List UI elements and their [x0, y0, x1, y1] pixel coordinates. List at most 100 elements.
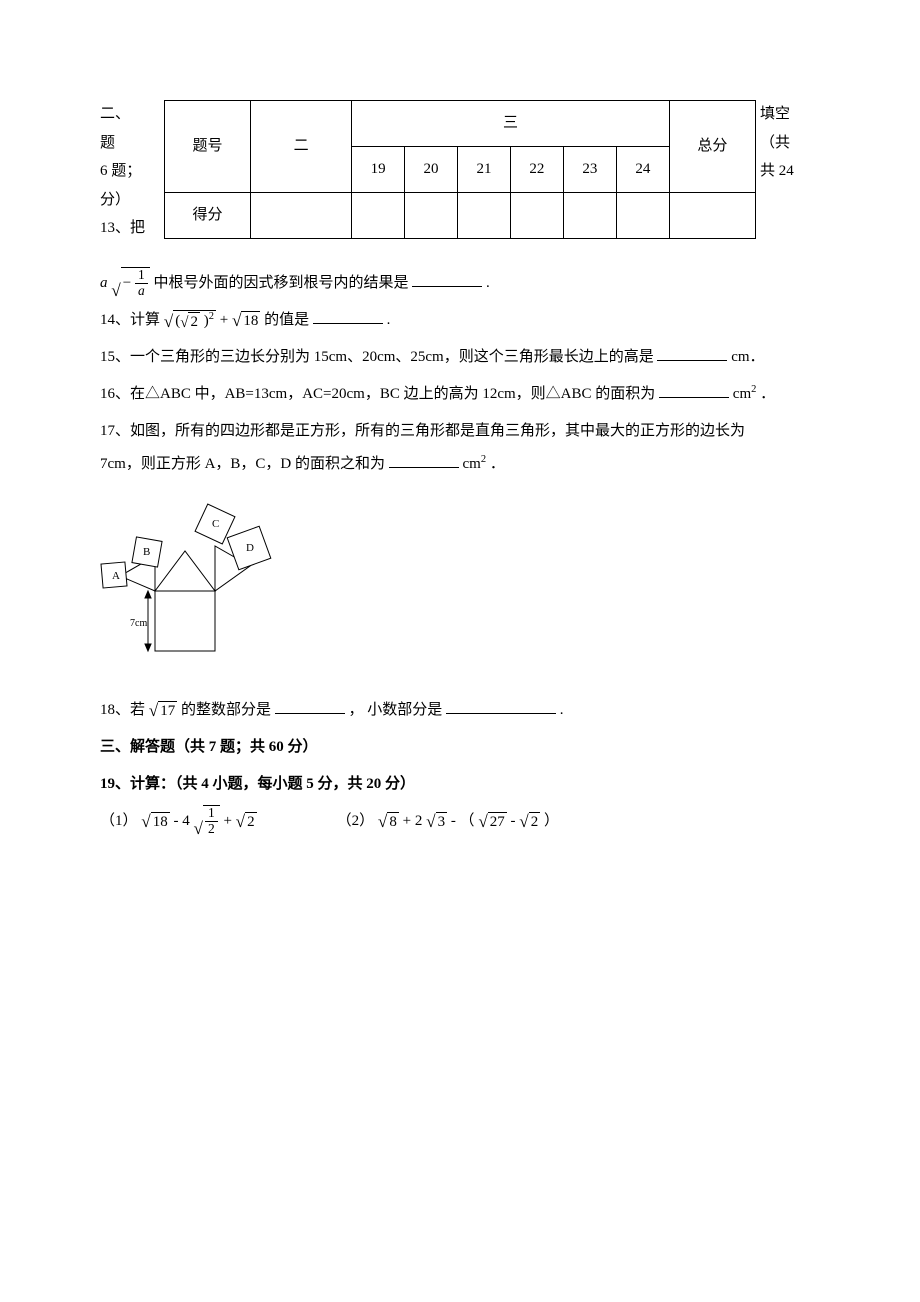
- cell-blank: [251, 193, 352, 239]
- q19-p1-m4: - 4: [173, 813, 189, 829]
- q15-text: 15、一个三角形的三边长分别为 15cm、20cm、25cm，则这个三角形最长边…: [100, 349, 654, 365]
- q18-lead: 18、若: [100, 702, 149, 718]
- sqrt-icon: √27: [478, 812, 506, 831]
- pythagoras-squares-icon: A B C D 7cm: [100, 491, 275, 661]
- q16-tail: ．: [760, 386, 775, 402]
- label-l2: 题: [100, 129, 160, 158]
- q19-subparts: （1） √18 - 4 √ 1 2 + √2 （2） √8 + 2 √3 - （…: [100, 805, 820, 838]
- th-20: 20: [405, 147, 458, 193]
- th-tihao: 题号: [165, 101, 251, 193]
- q13-var: a: [100, 275, 108, 291]
- q13-tail: 中根号外面的因式移到根号内的结果是: [153, 275, 408, 291]
- q17-sup: 2: [481, 454, 486, 465]
- label-7cm: 7cm: [130, 618, 147, 629]
- q18-period: .: [560, 702, 564, 718]
- q14-mid: 的值是: [264, 312, 313, 328]
- label-r2: （共: [760, 129, 820, 158]
- sqrt-icon: √17: [149, 701, 177, 720]
- fill-blank: [446, 698, 556, 714]
- q19-p1-label: （1）: [100, 813, 138, 829]
- q17-line2a: 7cm，则正方形 A，B，C，D 的面积之和为: [100, 456, 385, 472]
- section2-right-labels: 填空 （共 共 24: [760, 100, 820, 186]
- q15-unit: cm．: [731, 349, 764, 365]
- q13-den: a: [135, 284, 148, 299]
- label-D: D: [246, 542, 254, 554]
- q14-plus: +: [220, 312, 232, 328]
- score-table: 题号 二 三 总分 19 20 21 22 23 24 得分: [164, 100, 756, 239]
- table-row: 得分: [165, 193, 756, 239]
- question-18: 18、若 √17 的整数部分是 ， 小数部分是 .: [100, 694, 820, 727]
- question-19-title: 19、计算：（共 4 小题，每小题 5 分，共 20 分）: [100, 768, 820, 801]
- q13-frac: 1 a: [135, 268, 148, 299]
- sqrt-icon: √3: [426, 812, 447, 831]
- q19-part1: （1） √18 - 4 √ 1 2 + √2: [100, 805, 257, 838]
- fill-blank: [657, 345, 727, 361]
- cell-blank: [352, 193, 405, 239]
- fill-blank: [659, 382, 729, 398]
- sqrt-icon: √2: [519, 812, 540, 831]
- q17-tail: ．: [490, 456, 505, 472]
- q19-p1-s2: 2: [245, 812, 257, 831]
- th-19: 19: [352, 147, 405, 193]
- label-l5: 13、把: [100, 214, 160, 243]
- q18-sqrt17: 17: [158, 701, 177, 720]
- q13-neg: −: [123, 275, 131, 291]
- q19-p2-close: ）: [544, 813, 559, 829]
- table-row: 题号 二 三 总分: [165, 101, 756, 147]
- sqrt-icon: √18: [141, 812, 169, 831]
- th-section2: 二: [251, 101, 352, 193]
- q18-comma: ， 小数部分是: [349, 702, 443, 718]
- cell-blank: [563, 193, 616, 239]
- section2-left-labels: 二、 题 6 题； 分） 13、把: [100, 100, 160, 243]
- th-21: 21: [458, 147, 511, 193]
- q13-period: .: [486, 275, 490, 291]
- q19-p1-frac: 1 2: [205, 806, 218, 837]
- q18-mid1: 的整数部分是: [181, 702, 271, 718]
- sqrt-icon: √ (√2 )2: [164, 310, 216, 331]
- sqrt-icon: √2: [236, 812, 257, 831]
- q14-sqrt18: 18: [241, 311, 260, 330]
- q19-p2-s27: 27: [488, 812, 507, 831]
- q19-p1-s18: 18: [151, 812, 170, 831]
- q14-power: 2: [209, 311, 214, 322]
- cell-blank: [458, 193, 511, 239]
- th-total: 总分: [669, 101, 755, 193]
- fill-blank: [313, 308, 383, 324]
- label-l1: 二、: [100, 100, 160, 129]
- question-14: 14、计算 √ (√2 )2 + √18 的值是 .: [100, 304, 820, 337]
- header-table-row: 二、 题 6 题； 分） 13、把 题号 二 三 总分 19 20 21 22 …: [100, 100, 820, 243]
- q14-lead: 14、计算: [100, 312, 160, 328]
- row-score-label: 得分: [165, 193, 251, 239]
- th-22: 22: [510, 147, 563, 193]
- label-l3: 6 题；: [100, 157, 160, 186]
- fill-blank: [389, 452, 459, 468]
- q19-p2-s8: 8: [387, 812, 399, 831]
- th-section3: 三: [352, 101, 670, 147]
- question-16: 16、在△ABC 中，AB=13cm，AC=20cm，BC 边上的高为 12cm…: [100, 378, 820, 411]
- q17-line1: 17、如图，所有的四边形都是正方形，所有的三角形都是直角三角形，其中最大的正方形…: [100, 415, 820, 448]
- q16-sup: 2: [751, 384, 756, 395]
- question-13: a √ − 1 a 中根号外面的因式移到根号内的结果是 .: [100, 267, 820, 300]
- th-24: 24: [616, 147, 669, 193]
- q16-text: 16、在△ABC 中，AB=13cm，AC=20cm，BC 边上的高为 12cm…: [100, 386, 655, 402]
- question-17: 17、如图，所有的四边形都是正方形，所有的三角形都是直角三角形，其中最大的正方形…: [100, 415, 820, 481]
- q19-p1-num: 1: [205, 806, 218, 822]
- label-B: B: [143, 546, 150, 558]
- q16-unit: cm: [733, 386, 751, 402]
- q19-part2: （2） √8 + 2 √3 - （ √27 - √2 ）: [337, 805, 559, 838]
- label-A: A: [112, 570, 120, 582]
- q17-unit: cm: [463, 456, 481, 472]
- cell-blank: [616, 193, 669, 239]
- q17-figure: A B C D 7cm: [100, 491, 820, 674]
- q19-p2-minus: -: [511, 813, 520, 829]
- q13-num: 1: [135, 268, 148, 284]
- q19-p1-plus: +: [223, 813, 235, 829]
- question-15: 15、一个三角形的三边长分别为 15cm、20cm、25cm，则这个三角形最长边…: [100, 341, 820, 374]
- q19-p2-mo: - （: [451, 813, 475, 829]
- label-C: C: [212, 518, 219, 530]
- cell-blank: [669, 193, 755, 239]
- th-23: 23: [563, 147, 616, 193]
- q19-p1-den: 2: [205, 822, 218, 837]
- cell-blank: [405, 193, 458, 239]
- sqrt-icon: √ − 1 a: [111, 267, 149, 299]
